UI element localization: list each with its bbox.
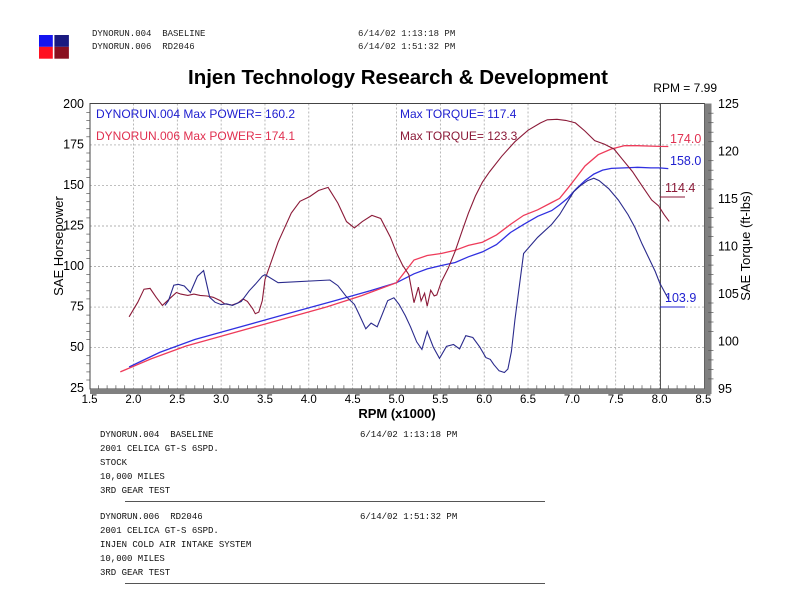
svg-text:2.5: 2.5 <box>169 394 185 406</box>
svg-text:174.0: 174.0 <box>670 132 701 146</box>
svg-text:6.5: 6.5 <box>520 394 536 406</box>
svg-text:114.4: 114.4 <box>665 181 695 195</box>
svg-text:150: 150 <box>63 178 84 192</box>
svg-text:SAE Horsepower: SAE Horsepower <box>51 195 66 295</box>
svg-text:115: 115 <box>718 192 738 206</box>
svg-text:95: 95 <box>718 382 732 396</box>
svg-text:SAE Torque (ft-lbs): SAE Torque (ft-lbs) <box>738 191 753 301</box>
svg-text:25: 25 <box>70 381 84 395</box>
svg-text:5.0: 5.0 <box>389 394 405 406</box>
svg-text:2.0: 2.0 <box>125 394 141 406</box>
svg-text:7.5: 7.5 <box>608 394 624 406</box>
svg-text:50: 50 <box>70 340 84 354</box>
svg-text:1.5: 1.5 <box>82 394 98 406</box>
svg-text:8.0: 8.0 <box>652 394 668 406</box>
svg-text:100: 100 <box>63 259 84 273</box>
svg-text:175: 175 <box>63 138 84 152</box>
svg-text:105: 105 <box>718 287 739 301</box>
svg-text:DYNORUN.004 Max POWER= 160.2: DYNORUN.004 Max POWER= 160.2 <box>96 107 295 121</box>
svg-text:5.5: 5.5 <box>432 394 448 406</box>
svg-text:4.0: 4.0 <box>301 394 317 406</box>
svg-text:158.0: 158.0 <box>670 154 701 168</box>
svg-text:DYNORUN.006 Max POWER= 174.1: DYNORUN.006 Max POWER= 174.1 <box>96 129 295 143</box>
svg-text:8.5: 8.5 <box>695 394 711 406</box>
svg-text:3.0: 3.0 <box>213 394 229 406</box>
svg-text:125: 125 <box>718 97 739 111</box>
svg-text:Max TORQUE= 123.3: Max TORQUE= 123.3 <box>400 129 518 143</box>
svg-text:RPM = 7.99: RPM = 7.99 <box>653 81 717 95</box>
svg-text:Max TORQUE= 117.4: Max TORQUE= 117.4 <box>400 107 517 121</box>
svg-text:7.0: 7.0 <box>564 394 580 406</box>
svg-text:125: 125 <box>63 219 84 233</box>
svg-text:110: 110 <box>718 240 738 254</box>
svg-text:6.0: 6.0 <box>476 394 492 406</box>
svg-text:200: 200 <box>63 97 84 111</box>
svg-text:4.5: 4.5 <box>345 394 361 406</box>
svg-text:100: 100 <box>718 335 739 349</box>
svg-text:120: 120 <box>718 145 739 159</box>
svg-text:3.5: 3.5 <box>257 394 273 406</box>
svg-text:RPM (x1000): RPM (x1000) <box>358 406 435 421</box>
svg-text:103.9: 103.9 <box>665 291 696 305</box>
svg-text:75: 75 <box>70 300 84 314</box>
